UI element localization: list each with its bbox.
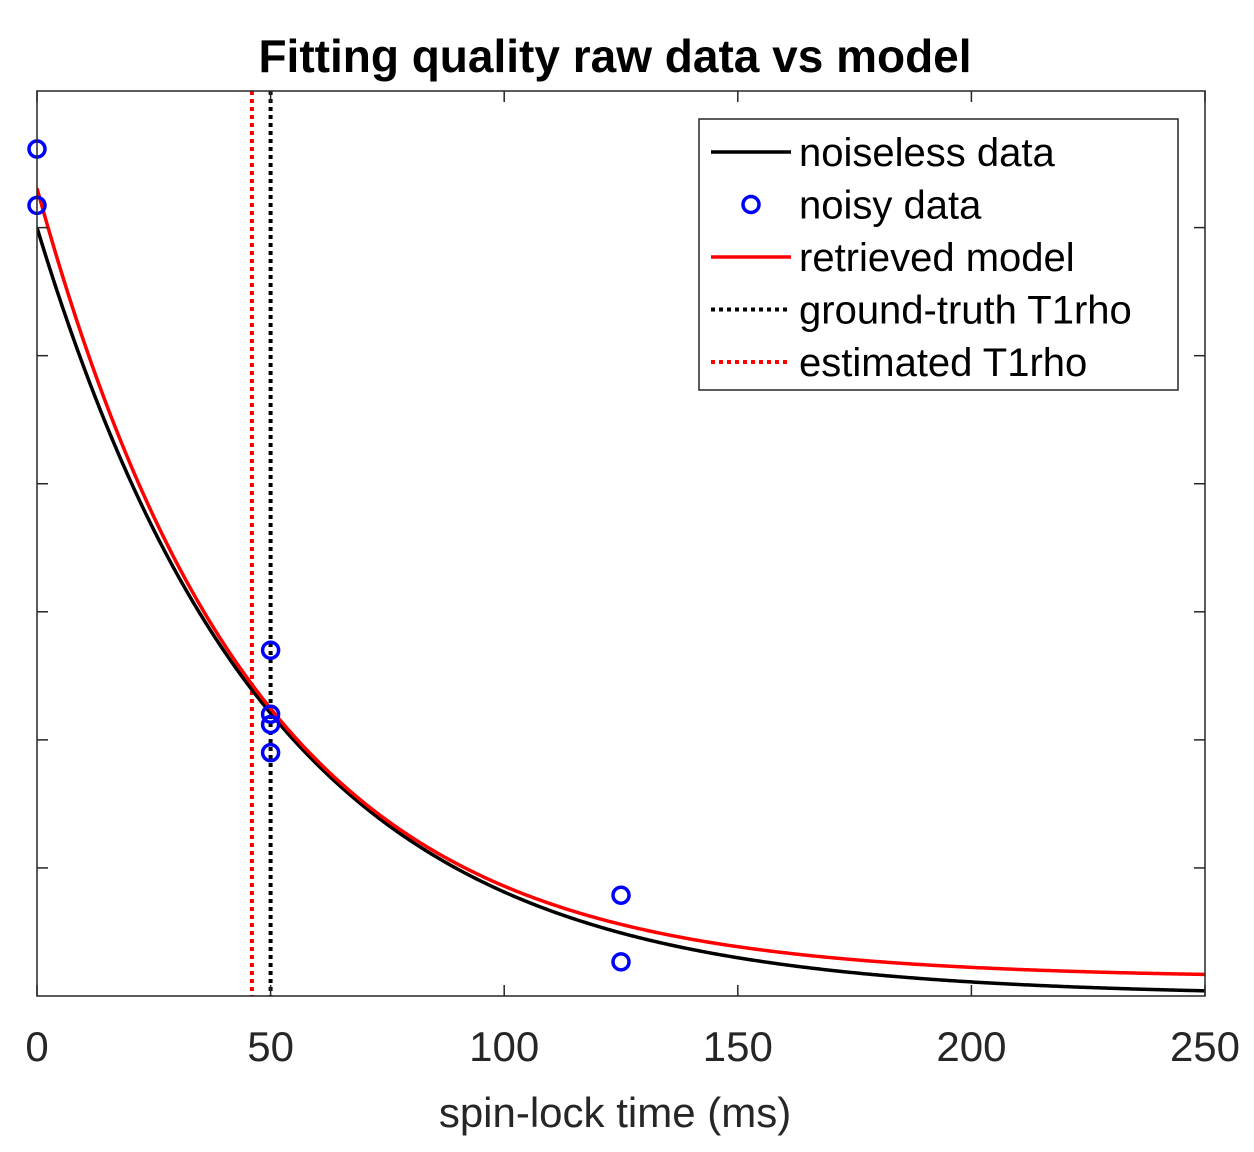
legend-label: retrieved model — [799, 236, 1075, 280]
x-axis-label: spin-lock time (ms) — [439, 1089, 791, 1136]
retrieved-model-curve — [37, 187, 1205, 977]
chart-title: Fitting quality raw data vs model — [258, 30, 971, 82]
noisy-data-point-7 — [611, 885, 631, 906]
x-tick-label: 100 — [469, 1023, 539, 1070]
x-tick-label: 0 — [25, 1023, 48, 1070]
legend: noiseless data noisy data retrieved model g… — [698, 118, 1179, 391]
legend-marker — [741, 194, 761, 215]
legend-label: noiseless data — [799, 131, 1055, 175]
noisy-data-point-6 — [260, 742, 281, 763]
legend-box — [698, 118, 1179, 391]
noiseless-data-curve — [37, 227, 1205, 993]
axes-box — [36, 90, 1206, 997]
noisy-data-point-5 — [260, 714, 281, 735]
x-tick-label: 250 — [1170, 1023, 1240, 1070]
x-tick-label: 50 — [247, 1023, 294, 1070]
noisy-data-point-4 — [260, 704, 281, 725]
x-tick-label: 150 — [703, 1023, 773, 1070]
legend-entry-noiseless-data: noiseless data — [711, 131, 1055, 175]
legend-label: noisy data — [799, 184, 982, 228]
noisy-data-point-8 — [611, 952, 631, 972]
legend-entry-ground-truth-t1rho: ground-truth T1rho — [711, 289, 1132, 333]
legend-label: ground-truth T1rho — [799, 289, 1132, 333]
legend-entry-noisy-data: noisy data — [741, 184, 982, 228]
x-tick-label: 200 — [936, 1023, 1006, 1070]
noisy-data-point-3 — [260, 640, 281, 660]
legend-entry-retrieved-model: retrieved model — [711, 236, 1075, 280]
legend-label: estimated T1rho — [799, 341, 1087, 385]
legend-entry-estimated-t1rho: estimated T1rho — [711, 341, 1087, 385]
